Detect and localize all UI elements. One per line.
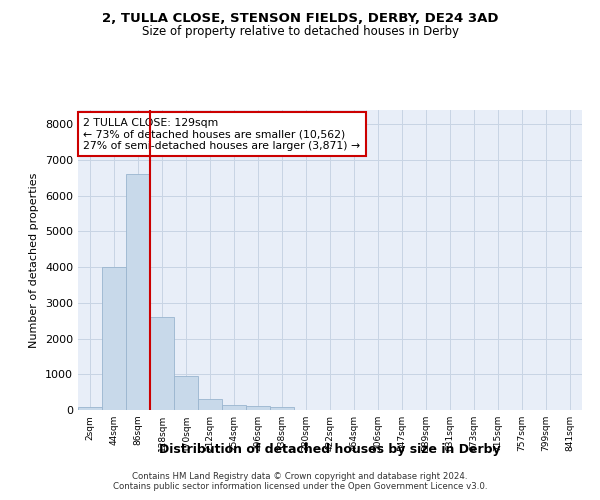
Text: Distribution of detached houses by size in Derby: Distribution of detached houses by size … [159,444,501,456]
Bar [78,407,102,410]
Bar [246,406,270,410]
Bar [222,406,246,410]
Bar [126,174,150,410]
Y-axis label: Number of detached properties: Number of detached properties [29,172,40,348]
Text: 2 TULLA CLOSE: 129sqm
← 73% of detached houses are smaller (10,562)
27% of semi-: 2 TULLA CLOSE: 129sqm ← 73% of detached … [83,118,360,150]
Text: 2, TULLA CLOSE, STENSON FIELDS, DERBY, DE24 3AD: 2, TULLA CLOSE, STENSON FIELDS, DERBY, D… [102,12,498,26]
Bar [198,398,222,410]
Bar [150,317,174,410]
Bar [270,408,294,410]
Text: Contains HM Land Registry data © Crown copyright and database right 2024.: Contains HM Land Registry data © Crown c… [132,472,468,481]
Bar [102,267,126,410]
Text: Contains public sector information licensed under the Open Government Licence v3: Contains public sector information licen… [113,482,487,491]
Bar [174,376,198,410]
Text: Size of property relative to detached houses in Derby: Size of property relative to detached ho… [142,25,458,38]
